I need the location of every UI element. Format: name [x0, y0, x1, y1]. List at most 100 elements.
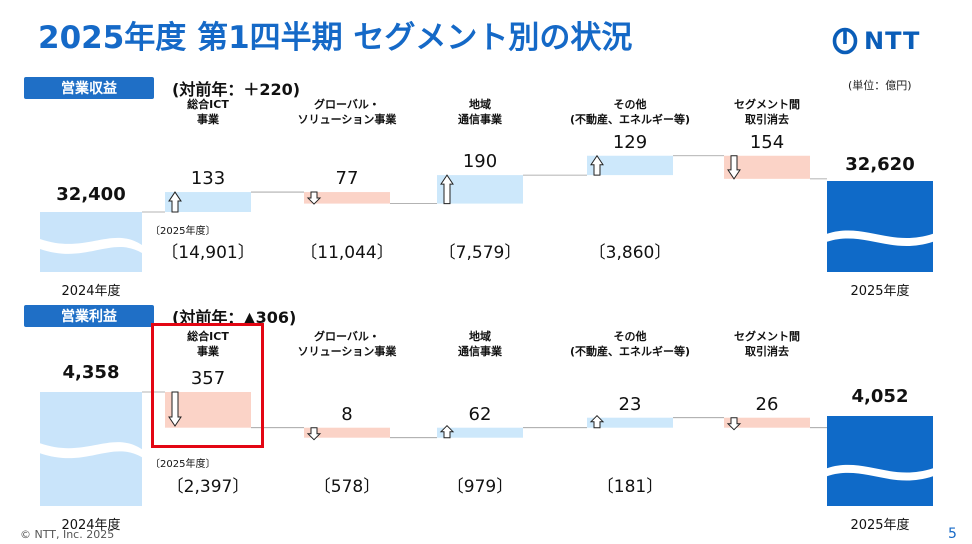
category-label: 地域 通信事業 [458, 329, 502, 359]
down-arrow-icon [726, 417, 742, 431]
category-label: グローバル・ソリューション事業 [298, 329, 397, 359]
revenue-chart [40, 154, 933, 272]
start-bar-lower [40, 451, 142, 506]
category-label: 地域 通信事業 [458, 97, 502, 127]
step-value: 8 [341, 403, 353, 425]
ntt-logo: NTT [832, 26, 920, 56]
segment-total: 〔578〕 [313, 477, 381, 497]
down-arrow-icon [727, 155, 741, 180]
step-value: 190 [462, 151, 498, 173]
logo-text: NTT [864, 27, 921, 55]
category-label-line: ソリューション事業 [297, 345, 397, 358]
end-bar [827, 416, 933, 506]
category-label-line: グローバル・ [314, 330, 380, 343]
delta-label: (対前年：＋220) [172, 80, 301, 99]
down-arrow-icon [306, 427, 322, 441]
step-bar [165, 392, 251, 428]
segment-total: 〔7,579〕 [438, 243, 522, 263]
category-label-line: 地域 [469, 98, 491, 111]
end-bar [827, 181, 933, 272]
category-label: 総合ICT 事業 [187, 329, 229, 359]
step-value: 154 [749, 131, 785, 153]
copyright: © NTT, Inc. 2025 [20, 528, 115, 541]
step-value: 77 [335, 168, 359, 190]
up-arrow-icon [168, 191, 182, 213]
up-arrow-icon [589, 414, 605, 429]
step-bar [304, 427, 390, 438]
delta-label: (対前年：▲306) [172, 308, 297, 327]
category-label-line: 事業 [196, 345, 219, 358]
start-bar-lower [40, 247, 142, 272]
step-bar [587, 155, 673, 176]
step-value: 62 [468, 403, 492, 425]
page-title: 2025年度 第1四半期 セグメント別の状況 [38, 20, 633, 56]
page-number: 5 [948, 526, 957, 542]
ntt-logo-icon [832, 27, 858, 55]
profit-chart [40, 391, 933, 506]
step-value: 129 [612, 131, 648, 153]
step-value: 23 [618, 393, 642, 415]
step-bar [304, 192, 390, 204]
end-year-label: 2025年度 [850, 284, 910, 299]
down-arrow-icon [168, 391, 182, 427]
up-arrow-icon [590, 154, 604, 176]
subnote: 〔2025年度〕 [150, 459, 216, 470]
start-year-label: 2024年度 [61, 518, 121, 533]
category-label-line: 取引消去 [745, 345, 789, 358]
category-label-line: 総合ICT [187, 98, 229, 111]
up-arrow-icon [439, 424, 455, 439]
start-value: 4,358 [62, 362, 120, 383]
segment-total: 〔11,044〕 [300, 243, 394, 263]
category-label: その他 (不動産、エネルギー等) [570, 329, 690, 359]
segment-total: 〔979〕 [446, 477, 514, 497]
start-value: 32,400 [56, 184, 126, 205]
end-year-label: 2025年度 [850, 518, 910, 533]
category-label: セグメント間 取引消去 [734, 329, 800, 359]
category-label: セグメント間 取引消去 [734, 97, 800, 127]
start-year-label: 2024年度 [61, 284, 121, 299]
step-bar [724, 155, 810, 179]
segment-total: 〔2,397〕 [166, 477, 250, 497]
segment-total: 〔3,860〕 [588, 243, 672, 263]
segment-total: 〔181〕 [596, 477, 664, 497]
end-bar-wave [827, 464, 933, 481]
highlight-box [151, 323, 264, 448]
step-value: 357 [190, 368, 226, 389]
step-value: 26 [755, 393, 779, 415]
start-bar-upper [40, 392, 142, 450]
up-arrow-icon [440, 174, 454, 205]
category-label-line: (不動産、エネルギー等) [569, 113, 691, 126]
category-label: その他 (不動産、エネルギー等) [570, 97, 690, 127]
category-label-line: ソリューション事業 [297, 113, 397, 126]
step-bar [724, 417, 810, 428]
section-label: 営業収益 [24, 77, 154, 99]
section-label: 営業利益 [24, 305, 154, 327]
category-label-line: 通信事業 [458, 113, 502, 126]
end-bar-wave [827, 230, 933, 247]
step-bar [165, 192, 251, 212]
start-bar-upper [40, 212, 142, 245]
end-value: 4,052 [851, 386, 909, 407]
category-label: 総合ICT 事業 [187, 97, 229, 127]
step-bar [437, 427, 523, 438]
category-label-line: 総合ICT [187, 330, 229, 343]
category-label-line: 地域 [469, 330, 491, 343]
category-label-line: グローバル・ [314, 98, 380, 111]
step-bar [587, 417, 673, 428]
subnote: 〔2025年度〕 [150, 226, 216, 237]
category-label-line: その他 [613, 330, 647, 343]
category-label-line: 事業 [196, 113, 219, 126]
category-label-line: セグメント間 [734, 98, 800, 111]
step-value: 133 [190, 168, 226, 190]
category-label: グローバル・ソリューション事業 [298, 97, 397, 127]
end-value: 32,620 [845, 154, 915, 175]
unit-label: (単位：億円) [848, 79, 912, 92]
category-label-line: その他 [613, 98, 647, 111]
down-arrow-icon [306, 191, 322, 205]
category-label-line: 取引消去 [745, 113, 789, 126]
category-label-line: 通信事業 [458, 345, 502, 358]
segment-total: 〔14,901〕 [161, 243, 255, 263]
step-bar [437, 175, 523, 204]
category-label-line: (不動産、エネルギー等) [569, 345, 691, 358]
